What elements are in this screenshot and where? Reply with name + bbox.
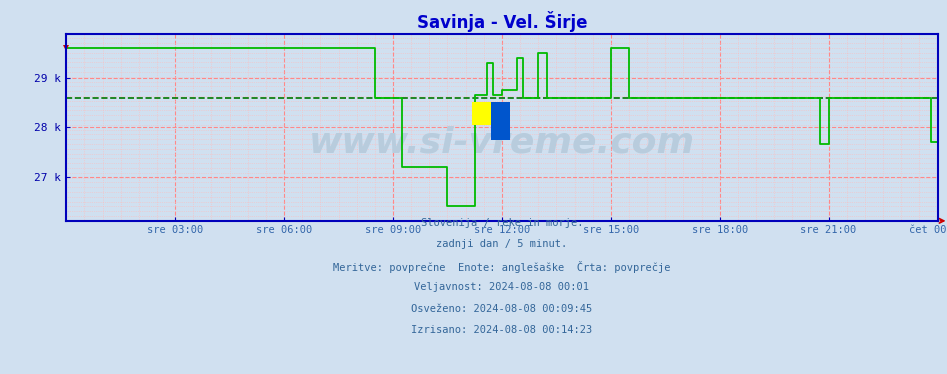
FancyBboxPatch shape xyxy=(472,102,491,125)
Text: Veljavnost: 2024-08-08 00:01: Veljavnost: 2024-08-08 00:01 xyxy=(415,282,589,292)
Text: Osveženo: 2024-08-08 00:09:45: Osveženo: 2024-08-08 00:09:45 xyxy=(411,304,593,313)
Text: Meritve: povprečne  Enote: anglešaške  Črta: povprečje: Meritve: povprečne Enote: anglešaške Črt… xyxy=(333,261,670,273)
Text: www.si-vreme.com: www.si-vreme.com xyxy=(309,125,695,159)
Text: Slovenija / reke in morje.: Slovenija / reke in morje. xyxy=(420,218,583,228)
Text: zadnji dan / 5 minut.: zadnji dan / 5 minut. xyxy=(437,239,567,249)
Text: Izrisano: 2024-08-08 00:14:23: Izrisano: 2024-08-08 00:14:23 xyxy=(411,325,593,335)
FancyBboxPatch shape xyxy=(491,102,510,140)
Title: Savinja - Vel. Širje: Savinja - Vel. Širje xyxy=(417,11,587,32)
